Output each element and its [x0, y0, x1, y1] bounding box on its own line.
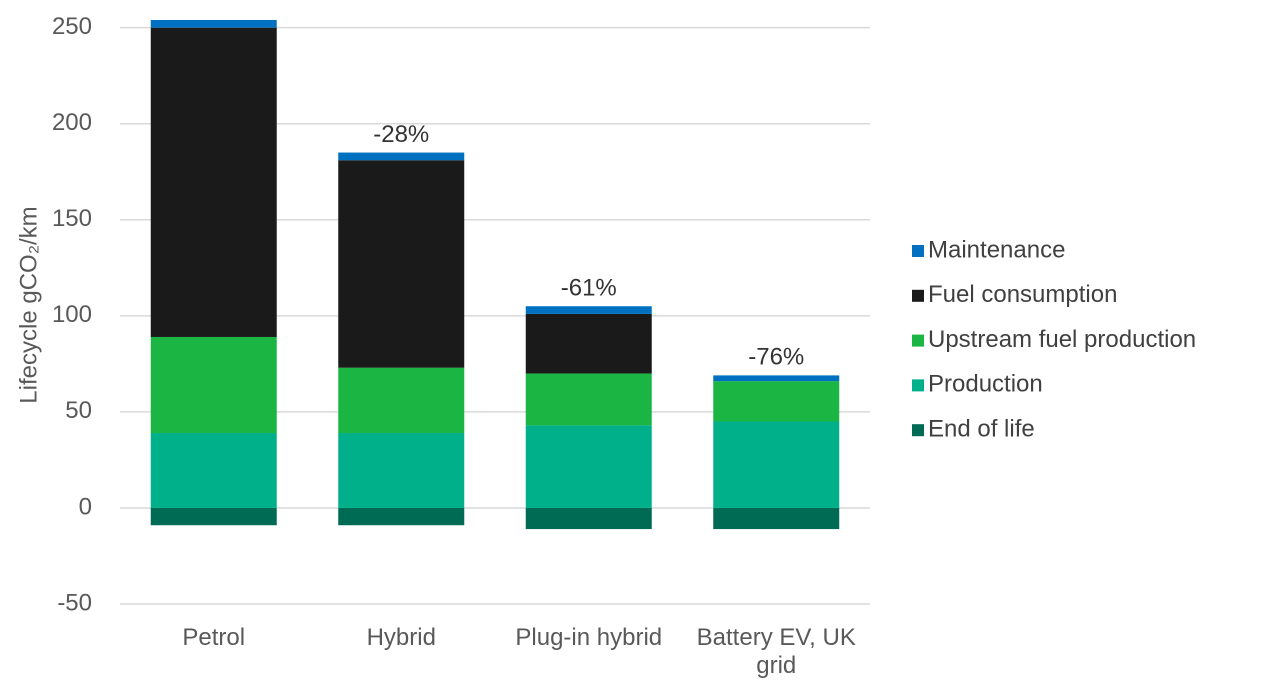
y-tick-label: 150 — [52, 205, 92, 232]
bar-segment — [338, 367, 465, 434]
legend-label: Fuel consumption — [928, 281, 1117, 308]
annotation: -61% — [561, 275, 617, 302]
bar-segment — [338, 433, 465, 508]
annotation: -28% — [373, 121, 429, 148]
legend-label: Production — [928, 371, 1043, 398]
bar-segment — [525, 425, 652, 508]
legend-swatch — [912, 289, 924, 302]
bar-segment — [338, 160, 465, 368]
legend-label: Upstream fuel production — [928, 326, 1196, 353]
bar-segment — [150, 433, 277, 508]
bar-segment — [713, 507, 840, 530]
legend-swatch — [912, 334, 924, 347]
bar-segment — [150, 20, 277, 28]
bar-segment — [525, 373, 652, 426]
y-tick-label: 50 — [65, 397, 92, 424]
bar-segment — [150, 507, 277, 526]
bar-segment — [713, 421, 840, 508]
y-tick-label: 100 — [52, 301, 92, 328]
legend-swatch — [912, 379, 924, 392]
bar-segment — [150, 336, 277, 434]
legend-label: Maintenance — [928, 236, 1065, 263]
x-tick-label: Plug-in hybrid — [515, 624, 663, 651]
bar-segment — [525, 313, 652, 374]
x-tick-label: Battery EV, UK grid — [696, 624, 856, 679]
bar-segment — [338, 507, 465, 526]
x-tick-label: Hybrid — [366, 624, 436, 651]
legend-label: End of life — [928, 416, 1035, 443]
x-tick-label: Petrol — [182, 624, 246, 651]
y-tick-label: 0 — [79, 493, 92, 520]
legend-swatch — [912, 245, 924, 257]
y-axis-label: Lifecycle gCO₂/km — [15, 206, 42, 403]
y-tick-label: -50 — [57, 589, 92, 616]
annotation: -76% — [748, 344, 804, 371]
y-tick-label: 250 — [52, 13, 92, 40]
bar-segment — [713, 381, 840, 422]
bar-segment — [150, 27, 277, 337]
bar-segment — [338, 152, 465, 161]
y-tick-label: 200 — [52, 109, 92, 136]
legend-swatch — [912, 424, 924, 437]
bar-segment — [713, 375, 840, 382]
bar-segment — [525, 507, 652, 530]
bar-segment — [525, 306, 652, 314]
